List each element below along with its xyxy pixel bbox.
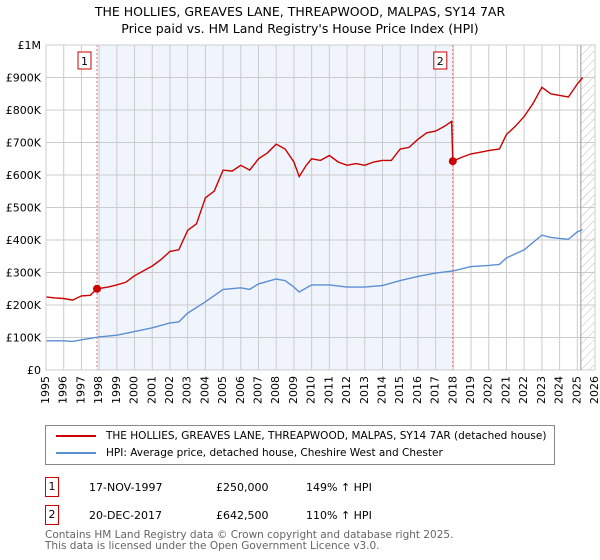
legend: THE HOLLIES, GREAVES LANE, THREAPWOOD, M… (45, 425, 555, 465)
sale-point (448, 157, 457, 166)
x-tick-label: 2019 (464, 376, 477, 404)
x-tick-label: 2012 (340, 376, 353, 404)
title-line: THE HOLLIES, GREAVES LANE, THREAPWOOD, M… (94, 4, 506, 19)
marker-badge: 2 (45, 505, 59, 525)
legend-item-property: THE HOLLIES, GREAVES LANE, THREAPWOOD, M… (56, 430, 546, 442)
x-tick-label: 2005 (216, 376, 229, 404)
y-tick-label: £200K (6, 299, 42, 312)
x-tick-label: 2023 (535, 376, 548, 404)
y-tick-label: £1M (18, 39, 42, 52)
x-tick-label: 2016 (411, 376, 424, 404)
transaction-price: £250,000 (216, 480, 269, 494)
x-tick-label: 2009 (287, 376, 300, 404)
x-tick-label: 2022 (517, 376, 530, 404)
series-line (46, 228, 583, 343)
y-tick-label: £500K (6, 202, 42, 215)
x-tick-label: 2013 (358, 376, 371, 404)
x-tick-label: 2007 (252, 376, 265, 404)
x-tick-label: 1996 (57, 376, 70, 404)
chart-title: THE HOLLIES, GREAVES LANE, THREAPWOOD, M… (0, 3, 600, 37)
footer-line: Contains HM Land Registry data © Crown c… (45, 529, 454, 541)
y-tick-label: £300K (6, 267, 42, 280)
x-tick-label: 2010 (305, 376, 318, 404)
legend-label: THE HOLLIES, GREAVES LANE, THREAPWOOD, M… (106, 430, 547, 442)
x-tick-label: 1995 (39, 376, 52, 404)
x-tick-label: 2018 (446, 376, 459, 404)
footer: Contains HM Land Registry data © Crown c… (45, 530, 453, 552)
plot-frame (45, 44, 596, 371)
x-tick-label: 2026 (588, 376, 600, 404)
x-tick-label: 2004 (198, 376, 211, 404)
x-tick-label: 2015 (393, 376, 406, 404)
x-tick-label: 2011 (322, 376, 335, 404)
marker-badge-label: 2 (437, 55, 444, 68)
marker-badge-box (77, 51, 92, 70)
x-tick-label: 2006 (234, 376, 247, 404)
y-tick-label: £0 (27, 364, 41, 377)
legend-swatch-blue (56, 452, 96, 454)
legend-label: HPI: Average price, detached house, Ches… (106, 447, 443, 459)
y-tick-label: £800K (6, 104, 42, 117)
x-tick-label: 2024 (553, 376, 566, 404)
x-tick-label: 2025 (570, 376, 583, 404)
legend-swatch-red (56, 435, 96, 437)
marker-badge: 1 (45, 477, 59, 497)
series-line (45, 77, 584, 301)
subtitle-line: Price paid vs. HM Land Registry's House … (121, 21, 479, 36)
marker-badge-label: 1 (81, 55, 88, 68)
transaction-date: 17-NOV-1997 (89, 480, 163, 494)
x-tick-label: 1999 (110, 376, 123, 404)
transaction-hpi: 110% ↑ HPI (306, 508, 372, 522)
transaction-price: £642,500 (216, 508, 269, 522)
x-tick-label: 2000 (128, 376, 141, 404)
x-tick-label: 2021 (499, 376, 512, 404)
price-chart: 1995 1996 1997 1998 1999 2000 2001 2002 2003 2004… (6, 39, 600, 404)
x-tick-label: 2002 (163, 376, 176, 404)
legend-item-hpi: HPI: Average price, detached house, Ches… (56, 447, 443, 459)
transaction-hpi: 149% ↑ HPI (306, 480, 372, 494)
x-tick-label: 2020 (482, 376, 495, 404)
x-tick-label: 1997 (74, 376, 87, 404)
y-tick-label: £900K (6, 72, 42, 85)
y-tick-label: £100K (6, 332, 42, 345)
x-tick-label: 2014 (375, 376, 388, 404)
x-tick-label: 2008 (269, 376, 282, 404)
footer-line: This data is licensed under the Open Gov… (45, 540, 380, 552)
y-tick-label: £400K (6, 234, 42, 247)
sale-point (93, 284, 102, 293)
y-tick-label: £700K (6, 137, 42, 150)
x-tick-label: 2017 (429, 376, 442, 404)
transaction-date: 20-DEC-2017 (89, 508, 163, 522)
x-tick-label: 1998 (92, 376, 105, 404)
x-tick-label: 2001 (145, 376, 158, 404)
x-tick-label: 2003 (181, 376, 194, 404)
marker-badge-box (433, 51, 448, 70)
y-tick-label: £600K (6, 169, 42, 182)
